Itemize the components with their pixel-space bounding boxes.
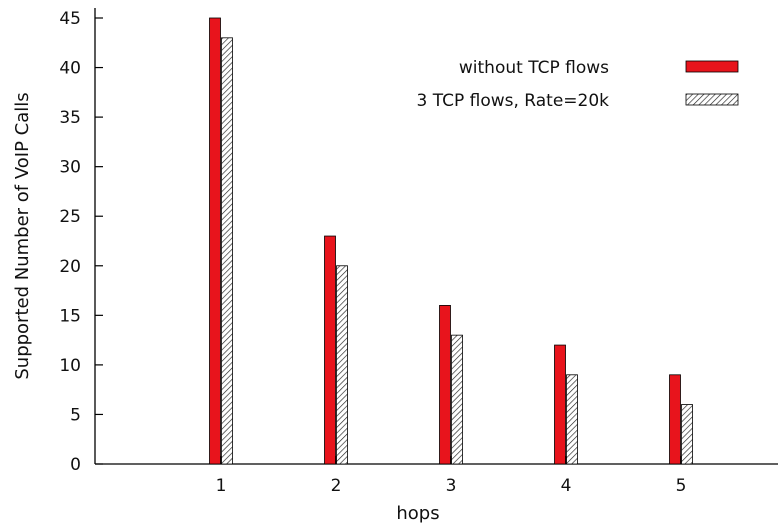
y-tick-label-45: 45 <box>59 9 81 29</box>
bars <box>209 17 693 465</box>
plot-frame <box>94 8 778 465</box>
bar-series-2-hop-2 <box>336 265 348 465</box>
legend: without TCP flows 3 TCP flows, Rate=20k <box>416 58 739 111</box>
bar-series-1-hop-4 <box>554 344 566 465</box>
y-ticks: 0 5 10 15 20 25 30 35 40 45 <box>59 9 103 475</box>
y-tick-label-35: 35 <box>59 108 81 128</box>
y-axis-title: Supported Number of VoIP Calls <box>12 92 33 379</box>
legend-swatch-series-2 <box>685 93 739 106</box>
x-tick-label-2: 2 <box>331 476 342 496</box>
y-tick-label-15: 15 <box>59 306 81 326</box>
legend-swatch-series-1 <box>685 60 739 73</box>
bar-series-2-hop-5 <box>681 404 693 465</box>
y-tick-label-40: 40 <box>59 59 81 79</box>
y-tick-label-5: 5 <box>70 405 81 425</box>
y-tick-label-20: 20 <box>59 257 81 277</box>
bar-series-2-hop-4 <box>566 374 578 465</box>
x-tick-label-5: 5 <box>676 476 687 496</box>
legend-label-series-1: without TCP flows <box>459 58 609 78</box>
bar-series-2-hop-1 <box>221 37 233 465</box>
x-axis-title: hops <box>396 503 439 524</box>
x-tick-label-4: 4 <box>561 476 572 496</box>
bar-series-1-hop-3 <box>439 305 451 465</box>
y-tick-label-25: 25 <box>59 207 81 227</box>
y-tick-label-30: 30 <box>59 158 81 178</box>
x-ticks: 1 2 3 4 5 <box>216 456 687 496</box>
y-tick-label-10: 10 <box>59 356 81 376</box>
x-tick-label-3: 3 <box>446 476 457 496</box>
legend-label-series-2: 3 TCP flows, Rate=20k <box>416 91 609 111</box>
y-tick-label-0: 0 <box>70 455 81 475</box>
bar-series-1-hop-1 <box>209 17 221 465</box>
x-tick-label-1: 1 <box>216 476 227 496</box>
bar-series-2-hop-3 <box>451 334 463 465</box>
bar-series-1-hop-5 <box>669 374 681 465</box>
bar-series-1-hop-2 <box>324 235 336 465</box>
